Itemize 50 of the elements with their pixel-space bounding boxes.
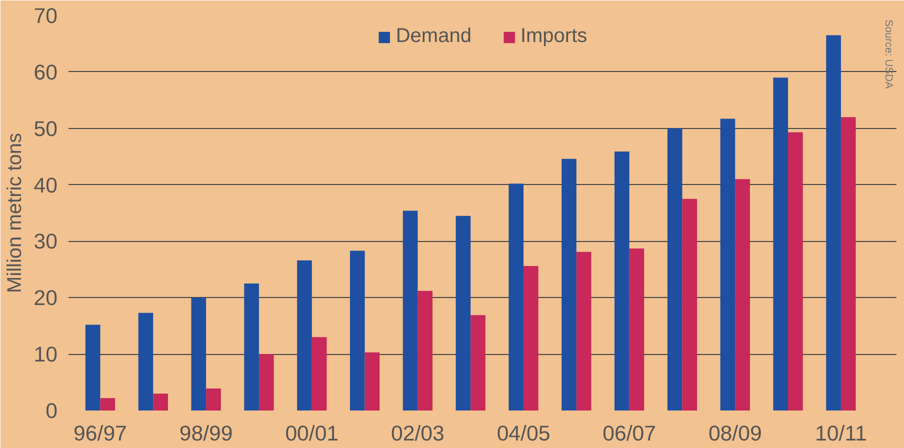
- y-tick-label: 70: [34, 4, 58, 28]
- bar: [826, 35, 841, 410]
- bar: [629, 248, 644, 410]
- y-tick-label: 0: [46, 399, 58, 423]
- annotation: Source: USDA: [882, 20, 895, 90]
- x-tick-label: 02/03: [391, 422, 444, 446]
- legend-label: Imports: [520, 25, 588, 48]
- y-tick-label: 30: [34, 230, 58, 254]
- bar: [206, 388, 221, 410]
- x-tick-label: 10/11: [815, 422, 867, 446]
- bar: [138, 312, 154, 410]
- bar: [456, 216, 471, 410]
- x-tick-label: 00/01: [285, 422, 339, 446]
- x-tick-label: 96/97: [74, 422, 127, 446]
- y-axis-title: Million metric tons: [4, 132, 26, 294]
- bar: [191, 298, 206, 410]
- bar: [100, 398, 116, 410]
- x-tick-label: 98/99: [179, 422, 233, 446]
- bar: [258, 354, 274, 410]
- bar: [682, 198, 698, 410]
- bar: [720, 118, 736, 410]
- y-tick-label: 10: [34, 342, 58, 367]
- x-tick-label: 08/09: [708, 422, 762, 446]
- bar: [667, 128, 682, 410]
- bar: [418, 290, 433, 410]
- bar: [470, 315, 486, 410]
- bar: [508, 184, 524, 410]
- bar: [788, 132, 803, 410]
- bar: [735, 179, 750, 410]
- bar: [153, 394, 168, 410]
- bar: [614, 151, 630, 410]
- bar: [350, 250, 365, 410]
- bar: [297, 260, 312, 410]
- bar: [524, 266, 538, 410]
- bar: [402, 210, 418, 410]
- x-tick-label: 06/07: [602, 422, 656, 446]
- y-tick-label: 40: [34, 173, 58, 198]
- bar: [562, 158, 576, 410]
- x-tick-label: 04/05: [496, 422, 550, 446]
- bar: [85, 324, 100, 410]
- legend-label: Demand: [396, 25, 472, 48]
- bar: [312, 337, 327, 410]
- bar: [576, 252, 592, 410]
- bar: [840, 117, 856, 410]
- bar: [244, 284, 259, 410]
- bar: [773, 78, 788, 410]
- y-tick-label: 60: [34, 60, 58, 84]
- y-tick-label: 20: [34, 286, 58, 310]
- y-tick-label: 50: [34, 116, 58, 141]
- bar: [364, 352, 380, 410]
